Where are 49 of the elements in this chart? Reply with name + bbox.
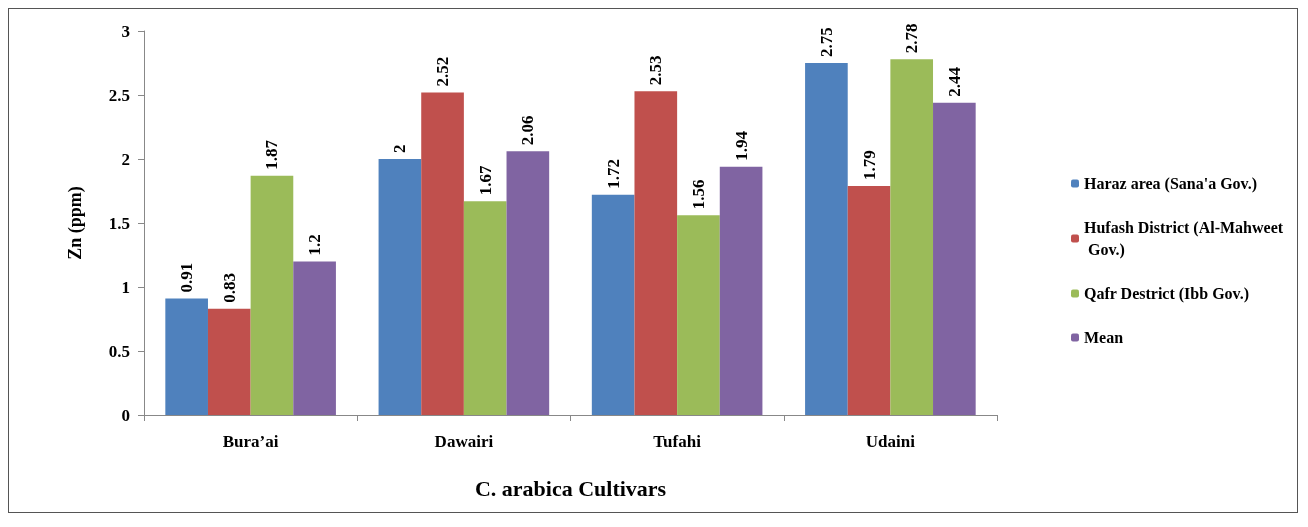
x-axis-title: C. arabica Cultivars: [474, 475, 667, 501]
data-label: 2.06: [518, 115, 538, 146]
bar: [421, 92, 464, 415]
legend-label: Mean: [1084, 329, 1124, 346]
data-label: 2.44: [944, 66, 964, 97]
bar: [847, 185, 891, 415]
data-label: 1.72: [603, 159, 623, 189]
data-label: 1.94: [731, 130, 751, 161]
y-tick-label: 0: [121, 405, 130, 425]
data-label: 1.67: [475, 164, 495, 196]
legend-label: Haraz area (Sana'a Gov.): [1084, 175, 1258, 193]
data-label: 1.79: [859, 150, 879, 180]
legend-label: Hufash District (Al-Mahweet Gov.): [1084, 219, 1284, 259]
bar: [719, 166, 763, 415]
y-tick-label: 2.5: [108, 85, 130, 105]
x-tick-label: Udaini: [865, 432, 916, 451]
x-tick-label: Dawairi: [434, 432, 494, 451]
y-tick-label: 2: [121, 149, 130, 169]
y-tick-label: 3: [121, 21, 130, 41]
y-tick-label: 0.5: [108, 341, 130, 361]
y-axis-title: Zn (ppm): [65, 186, 86, 260]
legend-label: Qafr Destrict (Ibb Gov.): [1084, 285, 1250, 303]
data-label: 2.75: [816, 27, 836, 57]
data-label: 2.78: [902, 23, 922, 54]
bar: [165, 298, 208, 415]
bar: [805, 63, 848, 415]
bar: [890, 59, 934, 415]
data-label: 1.2: [305, 234, 325, 256]
bar: [591, 194, 635, 415]
data-label: 2.52: [433, 56, 453, 87]
bar: [250, 175, 294, 415]
data-label: 0.83: [219, 273, 239, 303]
data-label: 2: [390, 144, 410, 153]
bar: [506, 151, 550, 415]
bar: [378, 159, 422, 415]
bar: [933, 102, 976, 415]
data-label: 1.56: [688, 179, 708, 210]
data-label: 0.91: [177, 262, 197, 293]
y-tick-label: 1: [121, 277, 130, 297]
bar: [634, 91, 678, 415]
bar: [293, 261, 336, 415]
bar: [677, 215, 720, 415]
y-tick-label: 1.5: [108, 213, 130, 233]
bar: [207, 308, 251, 415]
bar: [463, 201, 507, 415]
data-label: 1.87: [262, 139, 282, 170]
x-tick-label: Bura’ai: [222, 432, 279, 451]
x-tick-label: Tufahi: [653, 432, 702, 451]
data-label: 2.53: [646, 55, 666, 86]
